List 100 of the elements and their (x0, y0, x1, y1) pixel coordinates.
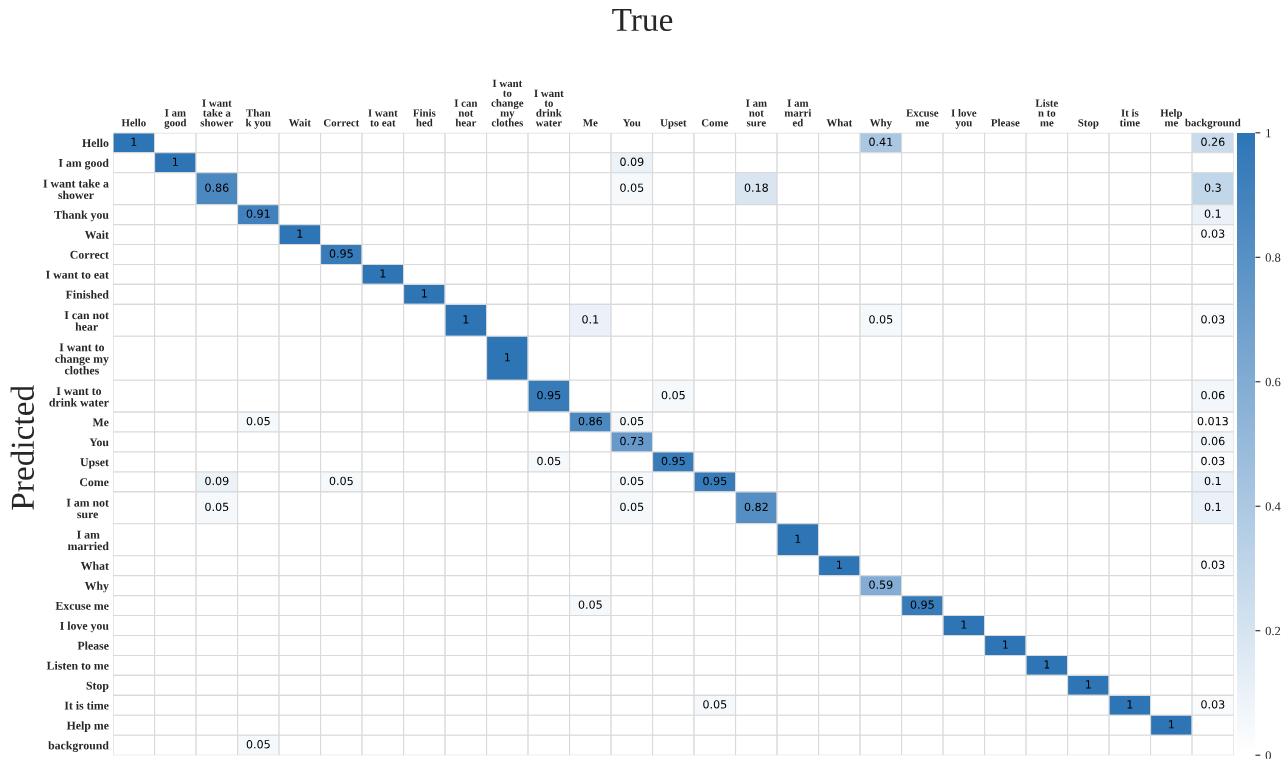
data-label: 0.03 (1201, 456, 1225, 466)
y-tick-label: Hello (82, 138, 109, 148)
data-label: 1 (463, 315, 469, 324)
data-label: 0.95 (703, 476, 727, 486)
y-tick-label: Wait (84, 230, 109, 239)
y-tick-label: It is time (64, 701, 109, 710)
data-label: 0.86 (578, 416, 603, 426)
data-label: 0.91 (246, 209, 270, 218)
y-tick-label: I want take a shower (43, 179, 109, 200)
y-tick-label: Thank you (54, 210, 109, 222)
data-label: 1 (1127, 700, 1133, 709)
color-bar-label: 0.4 (1265, 502, 1281, 511)
data-label: 0.06 (1201, 390, 1225, 400)
data-label: 0.06 (1201, 436, 1225, 446)
x-tick-label: I want to drink water (534, 89, 564, 127)
x-tick-label: I am good (164, 109, 187, 129)
data-label: 1 (131, 137, 137, 146)
data-label: 0.41 (869, 137, 893, 147)
data-label: 0.05 (205, 502, 229, 512)
color-bar-label: 0.2 (1265, 626, 1281, 636)
data-label: 0.1 (1204, 209, 1221, 218)
x-tick-label: Help me (1160, 109, 1183, 127)
x-tick-label: Excuse me (906, 109, 939, 127)
y-tick-label: I love you (60, 621, 109, 633)
data-label: 0.05 (703, 700, 727, 709)
x-tick-label: Stop (1078, 119, 1099, 129)
data-label: 0.03 (1201, 560, 1225, 569)
data-label: 0.05 (329, 476, 353, 486)
y-tick-label: Upset (80, 458, 109, 469)
y-tick-label: Come (79, 478, 109, 487)
data-label: 0.05 (661, 390, 685, 400)
y-tick-label: Help me (66, 721, 109, 732)
data-label: 1 (795, 534, 801, 543)
y-tick-label: I am good (58, 158, 109, 170)
y-tick-label: Me (92, 418, 109, 427)
data-label: 0.09 (205, 476, 229, 486)
data-label: 0.09 (620, 157, 644, 166)
data-label: 0.18 (744, 183, 768, 192)
x-tick-label: Hello (121, 118, 146, 127)
data-label: 1 (297, 229, 303, 238)
data-label: 0.05 (620, 416, 644, 426)
x-tick-label: I am not sure (746, 99, 767, 127)
data-label: 0.86 (205, 183, 229, 192)
data-label: 0.82 (744, 502, 768, 512)
data-label: 0.59 (869, 580, 893, 589)
y-tick-label: I want to drink water (49, 387, 109, 407)
data-label: 1 (1086, 680, 1091, 689)
color-bar-label: 1 (1266, 128, 1271, 138)
x-tick-label: I want to change my clothes (491, 79, 524, 127)
x-tick-label: What (826, 118, 853, 127)
x-tick-label: Wait (288, 118, 311, 127)
x-tick-label: Come (701, 119, 729, 127)
y-tick-label: Finished (65, 290, 109, 299)
data-label: 0.05 (620, 183, 644, 192)
x-tick-label: Correct (323, 119, 360, 127)
data-label: 1 (1044, 660, 1050, 669)
y-tick-label: Please (77, 641, 109, 650)
data-label: 1 (505, 353, 510, 362)
data-label: 0.73 (620, 436, 644, 446)
data-label: 1 (837, 560, 842, 569)
data-label: 0.1 (582, 315, 599, 324)
x-tick-label: background (1185, 118, 1241, 129)
data-label: 0.05 (246, 740, 270, 749)
color-bar-label: 0.6 (1265, 377, 1281, 387)
y-tick-label: Why (84, 581, 109, 593)
data-label: 0.05 (620, 476, 644, 486)
y-tick-label: Stop (86, 681, 109, 692)
data-label: 0.95 (329, 249, 353, 258)
data-label: 0.3 (1204, 183, 1221, 192)
data-label: 0.013 (1197, 416, 1228, 426)
x-tick-label: Why (869, 118, 892, 129)
y-axis-title: Predicted (10, 385, 35, 510)
data-label: 0.05 (578, 600, 602, 609)
data-label: 1 (380, 269, 386, 278)
x-tick-label: Please (991, 118, 1020, 127)
x-tick-label: I can not hear (454, 99, 478, 127)
chart-title: True (612, 8, 673, 32)
x-tick-label: Liste n to me (1035, 99, 1058, 127)
x-tick-label: It is time (1119, 109, 1140, 127)
data-label: 0.05 (246, 416, 270, 426)
data-label: 1 (1003, 640, 1008, 649)
y-tick-label: I am not sure (66, 498, 109, 519)
data-label: 1 (1169, 720, 1174, 729)
y-tick-label: Listen to me (46, 661, 109, 670)
data-label: 0.03 (1201, 229, 1225, 238)
data-label: 0.95 (537, 390, 561, 400)
x-tick-label: I am marri ed (784, 99, 812, 127)
data-label: 0.1 (1204, 502, 1221, 512)
data-label: 1 (173, 157, 178, 166)
data-label: 0.03 (1201, 315, 1225, 324)
y-tick-label: What (80, 561, 109, 570)
y-tick-label: I want to eat (46, 270, 109, 279)
data-label: 0.1 (1204, 476, 1221, 486)
color-bar-label: 0 (1265, 751, 1271, 759)
x-tick-label: I love you (951, 108, 977, 129)
x-tick-label: Upset (660, 119, 687, 129)
data-label: 0.95 (910, 600, 934, 609)
y-tick-label: I want to change my clothes (55, 343, 109, 375)
color-bar-label: 0.8 (1265, 253, 1281, 262)
y-tick-label: Correct (70, 250, 109, 259)
